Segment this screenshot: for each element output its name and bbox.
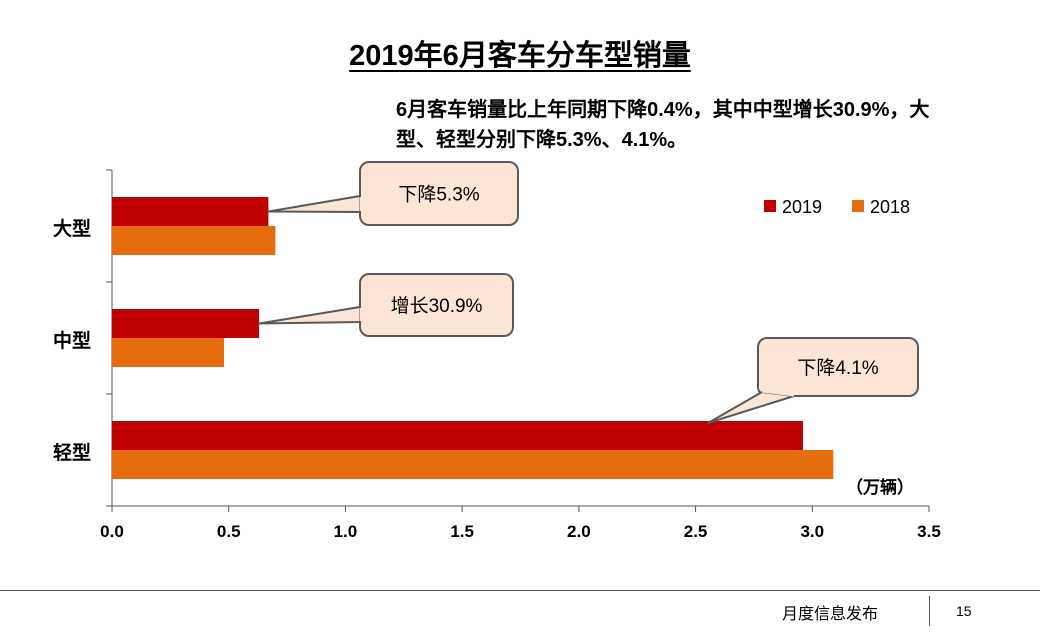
legend-label: 2019 <box>782 197 822 217</box>
x-tick-label: 2.0 <box>567 522 591 541</box>
unit-label: （万辆） <box>846 477 914 497</box>
bar-2018 <box>112 226 276 255</box>
callout-box <box>359 273 514 337</box>
bar-2018 <box>112 338 225 367</box>
callout-box <box>757 337 919 397</box>
callout-box <box>359 161 519 226</box>
x-tick-label: 2.5 <box>684 522 708 541</box>
legend-swatch <box>852 200 864 212</box>
page-number: 15 <box>956 603 972 619</box>
category-label: 轻型 <box>53 441 91 464</box>
bar-2019 <box>112 197 269 226</box>
callout-pointer <box>707 391 795 424</box>
callout-seam <box>761 389 795 397</box>
bar-2019 <box>112 309 260 338</box>
callout-text: 下降5.3% <box>398 184 479 206</box>
chart-description: 6月客车销量比上年同期下降0.4%，其中中型增长30.9%，大型、轻型分别下降5… <box>396 99 930 151</box>
category-label: 中型 <box>53 329 91 352</box>
footer-label: 月度信息发布 <box>782 606 879 623</box>
legend-label: 2018 <box>870 197 910 217</box>
page-title: 2019年6月客车分车型销量 <box>349 40 691 72</box>
legend-swatch <box>764 200 776 212</box>
footer-separator <box>929 596 930 626</box>
x-tick-label: 1.5 <box>450 522 474 541</box>
callout-text: 增长30.9% <box>391 295 483 317</box>
x-tick-label: 0.5 <box>217 522 241 541</box>
callout-pointer <box>267 195 361 213</box>
bar-2018 <box>112 450 834 479</box>
x-tick-label: 3.5 <box>917 522 941 541</box>
x-tick-label: 1.0 <box>334 522 358 541</box>
footer-divider <box>0 590 1040 591</box>
bar-2019 <box>112 421 803 450</box>
callout-text: 下降4.1% <box>797 357 878 379</box>
category-label: 大型 <box>53 217 91 240</box>
x-tick-label: 0.0 <box>100 522 124 541</box>
callout-pointer <box>258 306 361 325</box>
x-tick-label: 3.0 <box>800 522 824 541</box>
